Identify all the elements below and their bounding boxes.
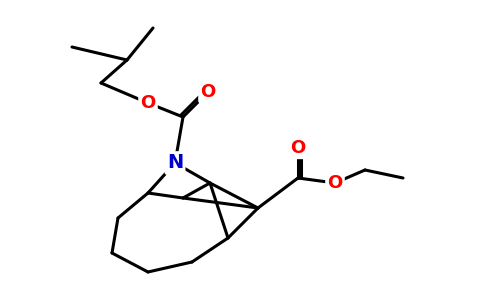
Text: N: N xyxy=(167,154,183,172)
Text: O: O xyxy=(327,174,343,192)
Text: O: O xyxy=(200,83,216,101)
Text: O: O xyxy=(290,139,305,157)
Text: O: O xyxy=(140,94,156,112)
